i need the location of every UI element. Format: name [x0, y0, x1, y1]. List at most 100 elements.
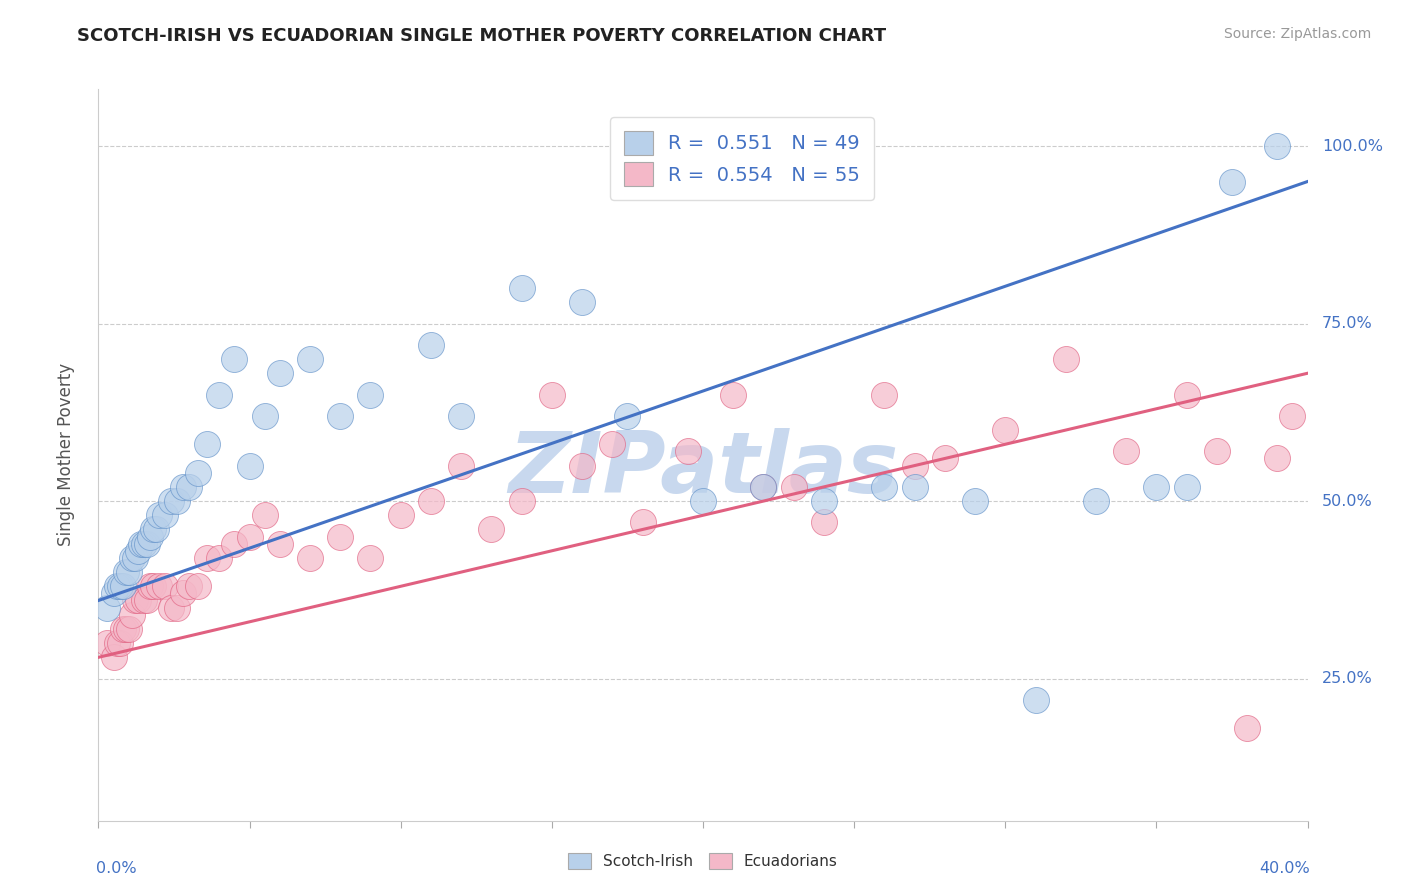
Point — [208, 387, 231, 401]
Point — [114, 622, 136, 636]
Point — [135, 593, 157, 607]
Point — [1220, 174, 1243, 188]
Point — [160, 494, 183, 508]
Point — [179, 579, 201, 593]
Point — [121, 550, 143, 565]
Point — [135, 537, 157, 551]
Point — [994, 423, 1017, 437]
Legend: Scotch-Irish, Ecuadorians: Scotch-Irish, Ecuadorians — [562, 847, 844, 875]
Text: 0.0%: 0.0% — [96, 861, 136, 876]
Point — [153, 508, 176, 523]
Text: 50.0%: 50.0% — [1322, 493, 1372, 508]
Point — [1175, 480, 1198, 494]
Point — [96, 636, 118, 650]
Point — [145, 523, 167, 537]
Text: 40.0%: 40.0% — [1260, 861, 1310, 876]
Point — [873, 480, 896, 494]
Point — [127, 593, 149, 607]
Point — [172, 586, 194, 600]
Point — [965, 494, 987, 508]
Point — [253, 508, 276, 523]
Point — [111, 579, 134, 593]
Point — [118, 622, 141, 636]
Point — [108, 579, 131, 593]
Point — [752, 480, 775, 494]
Point — [166, 494, 188, 508]
Point — [187, 466, 209, 480]
Point — [160, 600, 183, 615]
Point — [253, 409, 276, 423]
Point — [103, 650, 125, 665]
Point — [602, 437, 624, 451]
Point — [389, 508, 412, 523]
Point — [873, 387, 896, 401]
Point — [1267, 139, 1289, 153]
Point — [105, 579, 128, 593]
Point — [299, 550, 322, 565]
Point — [934, 451, 956, 466]
Point — [299, 352, 322, 367]
Point — [127, 543, 149, 558]
Point — [103, 586, 125, 600]
Point — [1054, 352, 1077, 367]
Point — [1267, 451, 1289, 466]
Point — [329, 530, 352, 544]
Point — [510, 494, 533, 508]
Legend: R =  0.551   N = 49, R =  0.554   N = 55: R = 0.551 N = 49, R = 0.554 N = 55 — [610, 117, 873, 200]
Point — [1175, 387, 1198, 401]
Point — [114, 565, 136, 579]
Point — [904, 480, 927, 494]
Point — [1281, 409, 1303, 423]
Point — [179, 480, 201, 494]
Point — [420, 338, 443, 352]
Point — [132, 593, 155, 607]
Text: ZIPatlas: ZIPatlas — [508, 428, 898, 511]
Point — [124, 550, 146, 565]
Point — [1024, 693, 1046, 707]
Point — [208, 550, 231, 565]
Point — [510, 281, 533, 295]
Point — [111, 622, 134, 636]
Point — [124, 593, 146, 607]
Point — [571, 295, 593, 310]
Y-axis label: Single Mother Poverty: Single Mother Poverty — [56, 363, 75, 547]
Point — [783, 480, 806, 494]
Point — [224, 352, 246, 367]
Point — [187, 579, 209, 593]
Point — [139, 579, 162, 593]
Point — [329, 409, 352, 423]
Point — [153, 579, 176, 593]
Point — [148, 579, 170, 593]
Point — [118, 565, 141, 579]
Text: 75.0%: 75.0% — [1322, 316, 1372, 331]
Point — [481, 523, 503, 537]
Point — [420, 494, 443, 508]
Point — [360, 550, 382, 565]
Point — [450, 458, 472, 473]
Point — [239, 458, 262, 473]
Point — [904, 458, 927, 473]
Point — [1085, 494, 1108, 508]
Point — [195, 550, 218, 565]
Point — [142, 579, 165, 593]
Point — [132, 537, 155, 551]
Point — [1236, 722, 1258, 736]
Point — [269, 366, 291, 380]
Point — [195, 437, 218, 451]
Point — [139, 530, 162, 544]
Point — [813, 516, 835, 530]
Point — [172, 480, 194, 494]
Point — [148, 508, 170, 523]
Point — [1115, 444, 1137, 458]
Point — [166, 600, 188, 615]
Text: SCOTCH-IRISH VS ECUADORIAN SINGLE MOTHER POVERTY CORRELATION CHART: SCOTCH-IRISH VS ECUADORIAN SINGLE MOTHER… — [77, 27, 886, 45]
Point — [752, 480, 775, 494]
Point — [129, 537, 152, 551]
Text: Source: ZipAtlas.com: Source: ZipAtlas.com — [1223, 27, 1371, 41]
Point — [1144, 480, 1167, 494]
Point — [142, 523, 165, 537]
Point — [224, 537, 246, 551]
Point — [269, 537, 291, 551]
Point — [692, 494, 714, 508]
Point — [676, 444, 699, 458]
